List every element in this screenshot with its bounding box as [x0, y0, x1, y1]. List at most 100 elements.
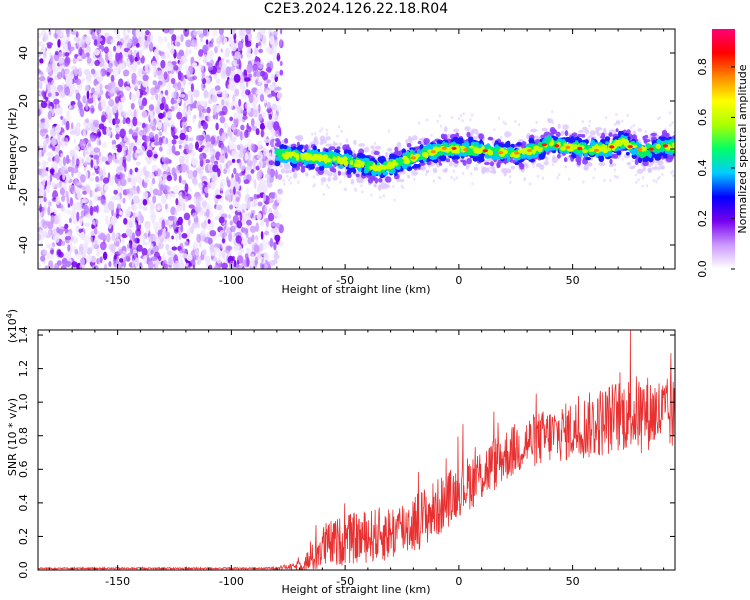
noise-speckle — [97, 234, 105, 240]
noise-speckle — [150, 249, 154, 255]
noise-speckle — [339, 180, 342, 184]
noise-speckle — [114, 254, 118, 260]
noise-speckle — [264, 138, 271, 143]
noise-speckle — [71, 184, 75, 192]
ridge-mark — [543, 161, 549, 166]
noise-speckle — [57, 57, 65, 64]
noise-speckle — [139, 262, 142, 268]
noise-speckle — [100, 199, 107, 206]
noise-speckle — [62, 257, 68, 268]
noise-speckle — [246, 185, 249, 195]
noise-speckle — [47, 82, 52, 91]
noise-speckle — [139, 32, 146, 37]
noise-speckle — [230, 42, 238, 52]
noise-speckle — [84, 235, 91, 244]
noise-speckle — [199, 172, 204, 177]
noise-speckle — [118, 186, 124, 192]
noise-speckle — [223, 53, 227, 59]
noise-speckle — [131, 232, 136, 242]
noise-speckle — [246, 219, 252, 226]
noise-speckle — [50, 207, 54, 214]
noise-speckle — [115, 232, 119, 239]
noise-speckle — [77, 193, 83, 200]
noise-speckle — [528, 182, 532, 186]
noise-speckle — [493, 128, 496, 132]
ridge-mark — [418, 162, 426, 166]
noise-speckle — [91, 172, 96, 176]
noise-speckle — [141, 247, 148, 256]
noise-speckle — [126, 118, 131, 125]
noise-speckle — [504, 122, 507, 126]
noise-speckle — [269, 84, 275, 91]
noise-speckle — [134, 56, 138, 62]
noise-speckle — [180, 121, 188, 127]
noise-speckle — [160, 183, 167, 192]
noise-speckle — [517, 123, 521, 127]
noise-speckle — [169, 146, 173, 154]
noise-speckle — [122, 197, 126, 204]
noise-speckle — [249, 225, 257, 233]
ridge-mark — [472, 136, 478, 140]
noise-speckle — [664, 127, 667, 131]
noise-speckle — [96, 128, 101, 139]
noise-speckle — [130, 92, 136, 103]
noise-speckle — [218, 142, 221, 148]
noise-speckle — [258, 41, 261, 47]
noise-speckle — [160, 54, 166, 60]
noise-speckle — [178, 233, 182, 240]
noise-speckle — [139, 129, 144, 137]
ridge-mark — [454, 155, 461, 160]
noise-speckle — [185, 157, 189, 166]
noise-speckle — [254, 46, 258, 55]
noise-speckle — [325, 183, 329, 188]
noise-speckle — [99, 83, 103, 92]
noise-speckle — [74, 145, 80, 152]
noise-speckle — [41, 90, 46, 97]
noise-speckle — [274, 130, 280, 138]
noise-speckle — [39, 211, 42, 218]
noise-speckle — [182, 77, 186, 86]
noise-speckle — [475, 163, 478, 167]
noise-speckle — [58, 158, 63, 167]
noise-speckle — [258, 161, 262, 169]
noise-speckle — [163, 263, 169, 269]
noise-speckle — [175, 234, 179, 241]
noise-speckle — [67, 166, 73, 172]
ridge-mark — [407, 174, 411, 179]
noise-speckle — [270, 73, 274, 82]
ridge-mark — [509, 159, 516, 163]
noise-speckle — [264, 120, 268, 128]
noise-speckle — [110, 216, 118, 225]
noise-speckle — [217, 37, 221, 42]
noise-speckle — [325, 132, 329, 136]
noise-speckle — [84, 244, 88, 253]
noise-speckle — [229, 69, 236, 77]
noise-speckle — [262, 192, 267, 202]
noise-speckle — [278, 240, 284, 247]
noise-speckle — [87, 98, 94, 104]
noise-speckle — [658, 175, 661, 179]
ridge-mark — [382, 171, 389, 176]
noise-speckle — [151, 256, 158, 261]
noise-speckle — [197, 220, 201, 229]
noise-speckle — [85, 101, 89, 111]
noise-speckle — [236, 144, 241, 151]
noise-speckle — [311, 132, 314, 136]
noise-speckle — [254, 154, 258, 161]
noise-speckle — [124, 135, 128, 142]
ridge-mark — [496, 162, 501, 168]
ridge-mark — [557, 123, 561, 129]
noise-speckle — [450, 175, 453, 180]
ridge-mark — [408, 137, 415, 142]
noise-speckle — [228, 138, 235, 147]
noise-speckle — [535, 120, 538, 125]
noise-speckle — [234, 51, 241, 60]
noise-speckle — [297, 180, 300, 184]
noise-speckle — [184, 241, 190, 246]
noise-speckle — [289, 181, 293, 185]
ridge-mark — [615, 128, 619, 133]
ridge-mark — [629, 166, 635, 170]
noise-speckle — [581, 120, 584, 124]
ridge-mark — [516, 142, 522, 146]
